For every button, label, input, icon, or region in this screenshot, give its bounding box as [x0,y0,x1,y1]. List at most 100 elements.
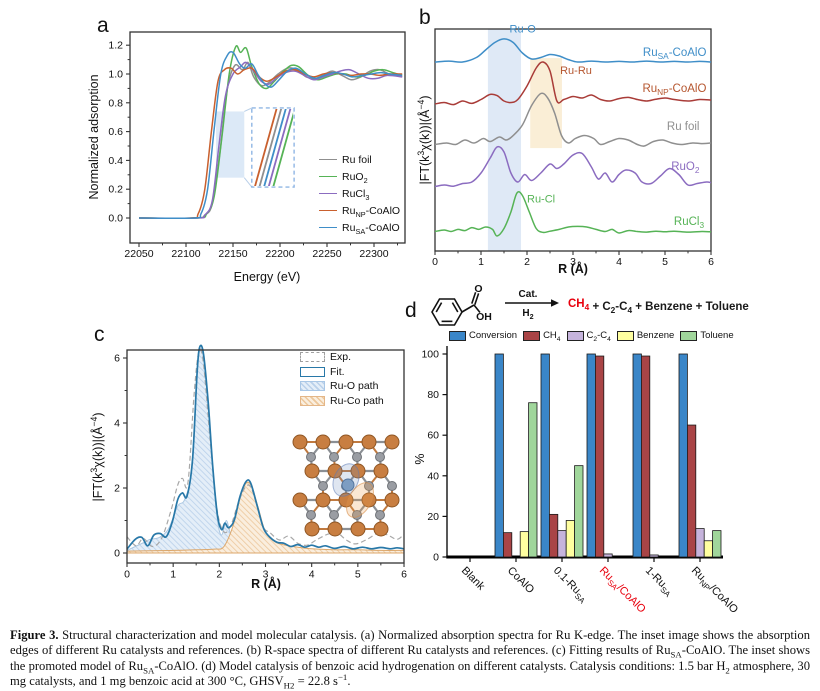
series-line [126,344,405,550]
legend-swatch [566,330,584,341]
x-tick-label: 22300 [359,248,388,260]
bar [494,353,504,558]
series-label: RuCl3 [674,216,705,230]
y-tick-label: 0 [433,552,439,564]
series-line [434,92,712,147]
y-tick-label: 0.8 [108,97,123,109]
legend-entry: C2-C4 [566,329,611,343]
legend-swatch [319,176,337,177]
series-line [138,67,403,220]
bar [632,353,642,558]
x-tick-label: 22200 [265,248,294,260]
panel-a-ylabel: Normalized adsorption [87,74,101,200]
inset-edge-lines [254,108,294,187]
legend-swatch [523,330,541,341]
series-label: RuO2 [671,161,700,175]
legend-swatch [319,210,337,211]
legend-swatch [300,366,325,377]
panel-label-c: c [94,323,105,346]
panel-label-d: d [405,299,417,322]
panel-label-a: a [97,14,109,37]
bar [678,353,688,558]
legend-swatch [449,330,466,341]
bar [586,353,596,558]
legend-swatch [300,352,325,363]
series-label: RuNP-CoAlO [642,83,706,97]
legend-label: Ru foil [342,153,372,166]
caption-figure-number: Figure 3. [10,628,59,642]
x-category-label: Blank [459,565,487,593]
x-tick-label: 0 [124,569,130,581]
panel-a-chart: 22050 22100 22150 22200 22250 22300 0.0 0.2 0.4 0… [108,31,406,260]
bar [695,528,705,558]
legend-swatch [319,193,337,194]
x-tick-label: 3 [570,256,576,268]
bar [557,530,567,558]
figure-caption: Figure 3. Structural characterization an… [10,628,810,690]
series-line [434,145,712,188]
bar [540,353,550,558]
legend-swatch [319,227,337,228]
h2-label: H2 [522,308,533,321]
y-tick-label: 0.2 [108,184,123,196]
peak-annotation: Ru-O [510,24,537,36]
y-tick-label: 4 [114,418,120,430]
series-line [434,38,712,63]
series-line [138,51,403,220]
panel-c-chart: 0 1 2 3 4 5 6 0 2 4 6 [114,344,407,581]
panel-b-chart: 0 1 2 3 4 5 6 Ru-O Ru-Ru Ru-Cl RuSA-CoAlO RuNP-CoAl… [432,24,714,268]
panel-c-ylabel: |FT(k3χ(k))|(Å−4) [88,412,105,502]
series-line [434,191,712,237]
legend-entry: Toluene [680,329,734,342]
catalyst-label: Cat. [519,289,538,300]
panel-d-legend: Conversion CH4 C2-C4 Benzene Toluene [449,329,734,343]
x-category-label: 0.1-RuSA [549,565,590,606]
legend-swatch [680,330,698,341]
bar [594,355,605,558]
legend-swatch [319,159,337,160]
ru-atom [341,478,355,492]
legend-swatch [616,330,634,341]
legend-label: Benzene [636,330,675,341]
x-tick-label: 0 [432,256,438,268]
legend-entry: Benzene [616,329,675,342]
x-tick-label: 4 [616,256,622,268]
arrow-head [551,299,559,307]
legend-entry: Exp. [300,350,384,365]
bar [703,540,714,558]
y-tick-label: 6 [114,353,120,365]
panel-d-ylabel: % [413,453,427,465]
peak-annotation: Ru-Cl [527,193,555,205]
benzoic-acid-structure [431,291,481,326]
bar [712,530,722,558]
legend-entry: RuCl3 [319,185,400,202]
panel-d-chart: O OH Cat. H2 CH4 + C2-C4 + Benzene + Toluene… [421,283,749,616]
legend-label: RuSA-CoAlO [342,221,400,236]
x-tick-label: 6 [708,256,714,268]
y-tick-label: 20 [427,511,439,523]
legend-entry: RuNP-CoAlO [319,202,400,219]
peak-annotation: Ru-Ru [560,65,592,77]
legend-entry: Ru foil [319,151,400,168]
bar [574,465,584,558]
bar [548,513,559,558]
y-tick-label: 2 [114,483,120,495]
panel-b-ylabel: |FT(k3χ(k))|(Å−4) [415,95,432,185]
y-tick-label: 0.4 [108,155,123,167]
x-tick-label: 1 [170,569,176,581]
products-text: CH4 + C2-C4 + Benzene + Toluene [568,298,749,315]
legend-label: RuO2 [342,170,368,185]
y-tick-label: 0 [114,548,120,560]
series-line [138,45,403,220]
legend-entry: Fit. [300,365,384,380]
legend-label: RuCl3 [342,187,370,202]
legend-entry: RuSA-CoAlO [319,219,400,236]
bar [686,424,697,558]
legend-entry: Ru-O path [300,379,384,394]
bar [603,553,613,558]
legend-label: Fit. [330,365,345,378]
legend-entry: CH4 [523,329,561,343]
y-tick-label: 60 [427,430,439,442]
series-label: Ru foil [667,121,700,133]
x-tick-label: 1 [478,256,484,268]
